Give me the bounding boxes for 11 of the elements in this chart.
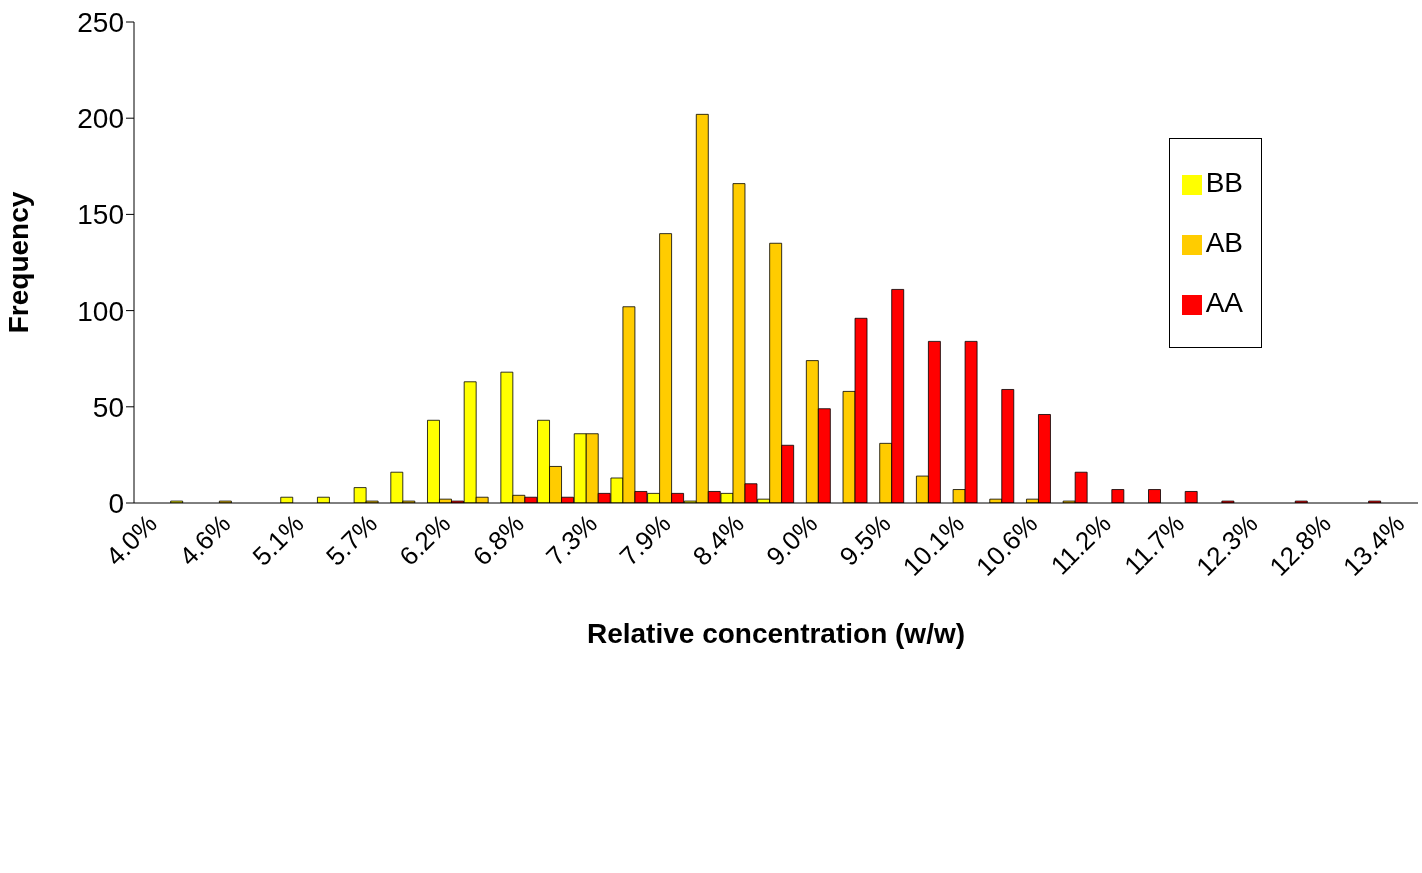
x-axis-title: Relative concentration (w/w) bbox=[586, 618, 966, 649]
legend-label: AB bbox=[1205, 227, 1243, 258]
y-tick-label: 50 bbox=[92, 391, 124, 423]
y-tick-label: 200 bbox=[77, 103, 124, 135]
y-axis-title: Frequency bbox=[2, 191, 34, 334]
y-tick-label: 250 bbox=[77, 6, 124, 38]
y-tick-label: 150 bbox=[77, 199, 124, 231]
y-tick-label: 0 bbox=[108, 487, 124, 519]
legend-label: BB bbox=[1205, 167, 1243, 198]
y-tick-label: 100 bbox=[77, 295, 124, 327]
legend-label: AA bbox=[1205, 287, 1243, 318]
